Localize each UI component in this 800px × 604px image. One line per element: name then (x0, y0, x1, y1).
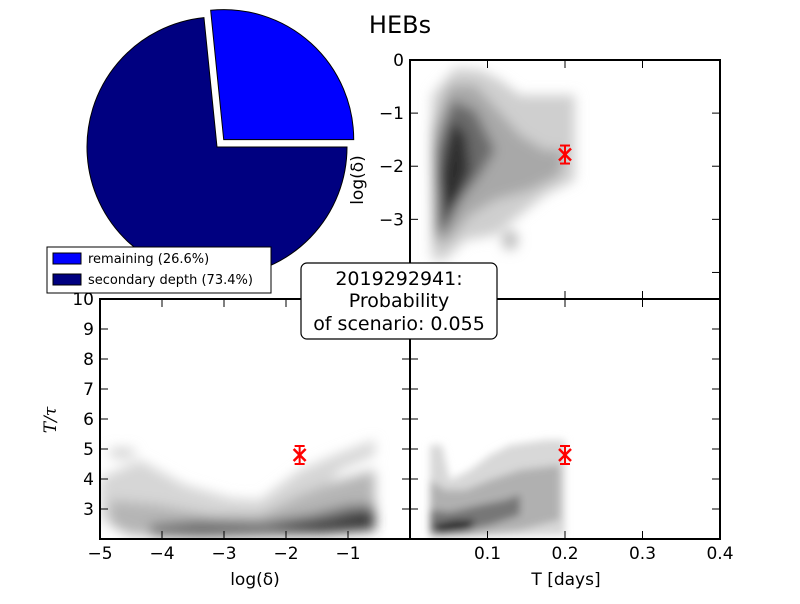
pie-slice-secondary-depth (86, 17, 348, 278)
ticks-bottom-left: −5 −4 −3 −2 −1 3 4 5 6 7 8 9 10 (72, 290, 410, 564)
x-marker (558, 147, 572, 162)
y-tick-label: 6 (83, 410, 94, 430)
pie-slice-remaining (210, 9, 355, 141)
legend-swatch-remaining (52, 252, 82, 265)
x-tick-label: 0.4 (706, 544, 733, 564)
probability-annotation: 2019292941: Probability of scenario: 0.0… (300, 262, 498, 340)
x-tick-label: −3 (211, 544, 236, 564)
figure-title: HEBs (369, 11, 431, 39)
legend-label-remaining: remaining (26.6%) (88, 252, 209, 267)
ylabel-bottom-left: T/τ (41, 406, 61, 433)
heatmap-top-right (432, 68, 575, 260)
x-tick-label: 0.2 (551, 544, 578, 564)
legend-frame (46, 246, 272, 294)
panel-top-right: 0−1−2−3−4 log(δ) (348, 51, 721, 300)
y-tick-label: 3 (83, 500, 94, 520)
heatmap-bottom-right (430, 440, 565, 538)
y-tick-label: 8 (83, 350, 94, 370)
x-tick-label: −4 (149, 544, 174, 564)
density-bottom-left (100, 440, 375, 538)
legend-swatch-secondary-depth (52, 273, 82, 286)
panel-bottom-left: −5 −4 −3 −2 −1 3 4 5 6 7 8 9 10 log(δ) T/τ (41, 290, 411, 590)
xlabel-bottom-right: T [days] (530, 570, 600, 590)
pie-chart (86, 9, 355, 278)
pie-legend: remaining (26.6%) secondary depth (73.4%… (46, 246, 272, 294)
legend-label-secondary-depth: secondary depth (73.4%) (88, 273, 253, 288)
ylabel-top-right: log(δ) (348, 155, 368, 205)
y-tick-label: 0 (393, 51, 404, 71)
heatmap-bottom-left (100, 440, 375, 538)
y-tick-label: 7 (83, 380, 94, 400)
y-tick-label: 9 (83, 320, 94, 340)
xlabel-bottom-left: log(δ) (230, 570, 280, 590)
y-tick-label: 5 (83, 440, 94, 460)
y-tick-label: −2 (379, 157, 404, 177)
x-tick-label: 0.3 (629, 544, 656, 564)
x-marker (558, 448, 572, 462)
y-tick-label: −3 (379, 210, 404, 230)
marker-bottom-right (558, 445, 572, 465)
x-tick-label: −1 (335, 544, 360, 564)
annotation-box (300, 262, 498, 340)
marker-bottom-left (292, 445, 307, 465)
annotation-line-1: 2019292941: (335, 268, 462, 290)
x-tick-label: −5 (87, 544, 112, 564)
ticks-bottom-right: 0.1 0.2 0.3 0.4 (410, 299, 734, 564)
density-top-right (432, 68, 575, 260)
x-tick-label: 0.1 (474, 544, 501, 564)
y-tick-label: 4 (83, 470, 94, 490)
marker-top-right (558, 144, 572, 165)
x-marker (292, 448, 307, 462)
annotation-line-3: of scenario: 0.055 (313, 313, 485, 335)
x-tick-label: −2 (273, 544, 298, 564)
y-tick-label: 10 (72, 290, 94, 310)
panel-bottom-right: 0.1 0.2 0.3 0.4 T [days] (409, 298, 734, 590)
density-bottom-right (430, 440, 565, 538)
annotation-line-2: Probability (349, 290, 449, 312)
y-tick-label: −1 (379, 104, 404, 124)
